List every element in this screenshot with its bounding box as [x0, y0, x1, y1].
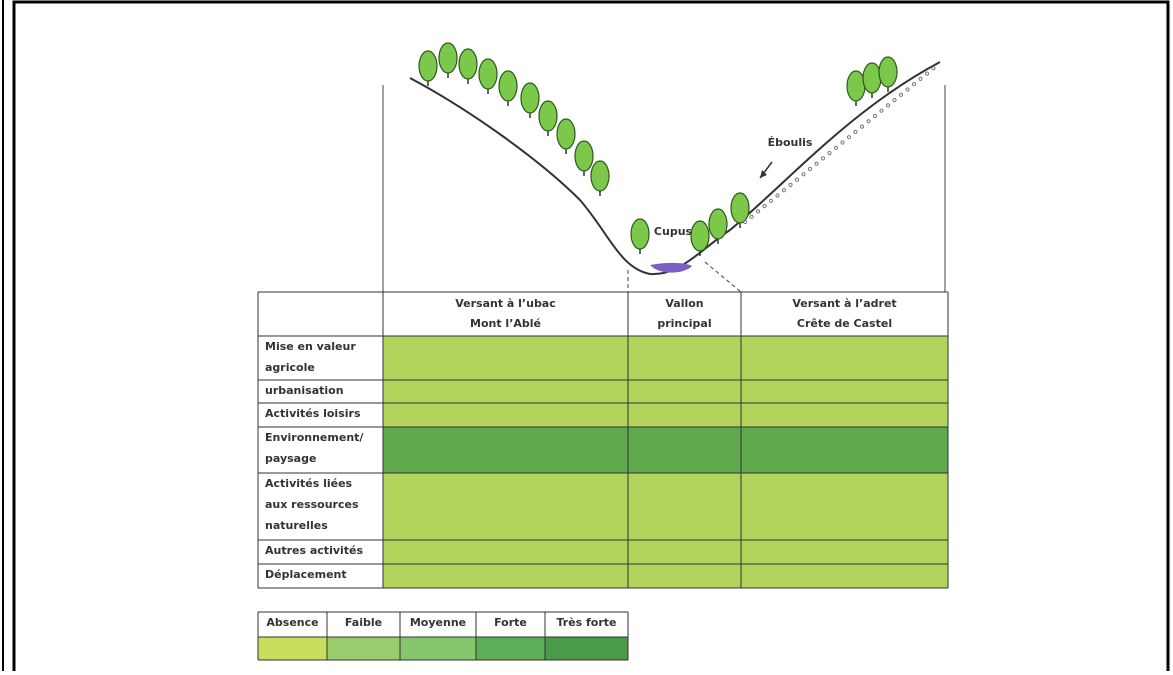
- scree: [866, 119, 871, 124]
- frame: [12, 0, 1170, 675]
- row-label: naturelles: [265, 519, 328, 532]
- tree-crown: [862, 62, 882, 94]
- tree-crown: [690, 220, 710, 252]
- row-label: Mise en valeur: [265, 340, 356, 353]
- scree: [827, 151, 832, 156]
- legend-swatch: [258, 637, 327, 660]
- tree-crown: [574, 140, 594, 172]
- row-label: agricole: [265, 361, 315, 374]
- legend-label: Très forte: [556, 616, 616, 629]
- row-label: urbanisation: [265, 384, 344, 397]
- legend-swatch: [327, 637, 400, 660]
- scree: [801, 172, 806, 177]
- legend-label: Faible: [345, 616, 382, 629]
- scree: [879, 108, 884, 113]
- tree-crown: [590, 160, 610, 192]
- scree: [794, 177, 800, 182]
- scree: [918, 76, 923, 82]
- guide-line: [704, 261, 742, 293]
- column-header: principal: [657, 317, 711, 330]
- column-header: Crête de Castel: [797, 317, 892, 330]
- row-label: paysage: [265, 452, 316, 465]
- tree-crown: [878, 56, 898, 88]
- level-cell: [383, 564, 948, 588]
- tree-crown: [498, 70, 518, 102]
- scree: [911, 82, 917, 87]
- scree: [814, 161, 819, 166]
- row-label: Environnement/: [265, 431, 364, 444]
- row-label: Déplacement: [265, 568, 347, 581]
- tree-crown: [538, 100, 558, 132]
- row-label: Autres activités: [265, 544, 363, 557]
- row-label: Activités loisirs: [265, 407, 361, 420]
- legend-label: Absence: [266, 616, 318, 629]
- tree-crown: [708, 208, 728, 240]
- tree-crown: [730, 192, 750, 224]
- legend-swatch: [545, 637, 628, 660]
- level-cell: [383, 540, 948, 564]
- tree-crown: [846, 70, 866, 102]
- tree-crown: [438, 42, 458, 74]
- column-header: Versant à l’adret: [792, 297, 896, 310]
- tree-crown: [630, 218, 650, 250]
- tree-crown: [458, 48, 478, 80]
- tree-crown: [556, 118, 576, 150]
- legend-swatch: [400, 637, 476, 660]
- scree: [768, 198, 774, 203]
- legend-label: Forte: [494, 616, 527, 629]
- scree: [775, 193, 780, 198]
- scree: [846, 135, 852, 140]
- scree: [892, 98, 897, 103]
- tree-crown: [520, 82, 540, 114]
- arrow-head: [760, 170, 767, 178]
- scree: [885, 103, 891, 108]
- scree: [924, 71, 930, 76]
- tree-crown: [418, 50, 438, 82]
- scree: [742, 219, 748, 225]
- scree: [872, 113, 878, 119]
- stream: [650, 262, 692, 273]
- column-header: Versant à l’ubac: [455, 297, 556, 310]
- scree: [833, 145, 839, 150]
- level-cell: [383, 427, 948, 473]
- row-label: Activités liées: [265, 477, 353, 490]
- sketch-label: Cupus: [654, 225, 693, 238]
- level-cell: [383, 473, 948, 540]
- scree: [853, 129, 858, 134]
- column-header: Mont l’Ablé: [470, 317, 541, 330]
- scree: [859, 124, 865, 129]
- scree: [762, 204, 767, 209]
- scree: [898, 92, 904, 97]
- valley-profile: [409, 61, 941, 276]
- valley-sketch: [382, 42, 946, 293]
- level-cell: [383, 336, 948, 380]
- scree: [807, 166, 813, 172]
- scree: [820, 156, 826, 161]
- scree: [781, 188, 787, 193]
- row-label: aux ressources: [265, 498, 359, 511]
- sketch-label: Éboulis: [768, 136, 813, 149]
- scree: [788, 182, 793, 187]
- level-cell: [383, 380, 948, 403]
- level-cell: [383, 403, 948, 427]
- column-header: Vallon: [665, 297, 703, 310]
- legend-swatch: [476, 637, 545, 660]
- scree: [905, 87, 910, 92]
- legend-label: Moyenne: [410, 616, 466, 629]
- scree: [755, 209, 761, 214]
- scree: [749, 214, 754, 219]
- scree: [931, 66, 936, 71]
- tree-crown: [478, 58, 498, 90]
- scree: [840, 140, 845, 145]
